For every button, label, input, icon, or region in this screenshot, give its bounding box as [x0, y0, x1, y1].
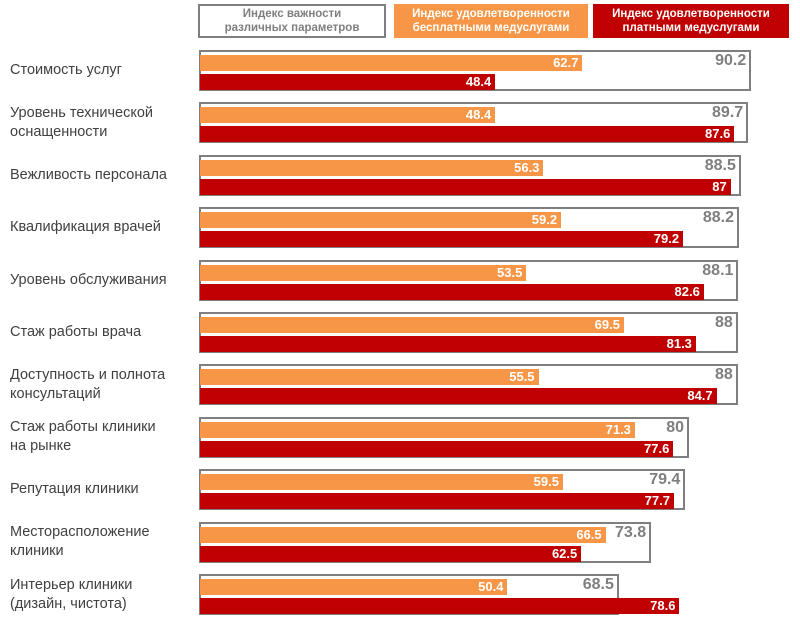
category-label-line: консультаций: [10, 385, 101, 402]
category-label-line: оснащенности: [10, 123, 108, 140]
category-label: Месторасположение клиники: [10, 522, 198, 563]
paid-value-label: 77.7: [644, 493, 670, 509]
free-value-label: 62.7: [553, 55, 579, 70]
importance-value-label: 79.4: [649, 471, 681, 489]
importance-value-label: 90.2: [715, 52, 747, 69]
importance-value-label: 80: [666, 418, 684, 436]
category-label-line: Месторасположение: [10, 524, 150, 541]
paid-value-label: 81.3: [666, 336, 692, 351]
free-value-label: 59.2: [531, 212, 558, 228]
category-label-line: Уровень обслуживания: [10, 271, 167, 288]
category-label: Уровень обслуживания: [10, 260, 198, 301]
legend-paid-line2: платными медуслугами: [622, 22, 760, 34]
legend-free-line1: Индекс удовлетворенности: [412, 8, 570, 20]
free-bar: [200, 107, 496, 124]
category-label-line: Вежливость персонала: [10, 166, 167, 183]
free-value-label: 59.5: [533, 474, 559, 490]
category-label-line: на рынке: [10, 438, 72, 455]
paid-bar: [200, 126, 735, 143]
legend-importance-line1: Индекс важности: [242, 8, 342, 20]
category-label: Уровень технической оснащенности: [10, 102, 198, 143]
legend-importance: Индекс важности различных параметров: [198, 4, 386, 38]
importance-value-label: 88: [715, 366, 733, 384]
paid-bar: [200, 440, 674, 457]
category-label-line: Интерьер клиники: [10, 576, 133, 593]
paid-value-label: 62.5: [551, 545, 578, 561]
category-label-line: Стаж работы клиники: [10, 419, 156, 436]
free-bar: [200, 159, 544, 176]
paid-value-label: 87.6: [705, 126, 731, 142]
paid-bar: [200, 598, 680, 614]
category-label-line: Доступность и полнота: [10, 366, 166, 383]
category-label: Стаж работы врача: [10, 312, 198, 353]
free-bar: [200, 579, 508, 595]
free-bar: [200, 55, 583, 71]
importance-value-label: 89.7: [712, 104, 744, 122]
paid-value-label: 87: [712, 178, 727, 194]
free-bar: [200, 212, 562, 229]
free-bar: [200, 421, 635, 438]
legend-free: Индекс удовлетворенности бесплатными мед…: [394, 4, 588, 38]
free-bar: [200, 369, 539, 386]
category-label: Квалификация врачей: [10, 207, 198, 248]
category-label: Репутация клиники: [10, 469, 198, 510]
paid-value-label: 79.2: [653, 231, 680, 247]
paid-value-label: 78.6: [650, 598, 676, 613]
category-label: Стаж работы клиники на рынке: [10, 417, 198, 458]
free-bar: [200, 526, 606, 543]
legend-paid-line1: Индекс удовлетворенности: [612, 8, 770, 20]
paid-bar: [200, 493, 674, 510]
paid-bar: [200, 74, 496, 90]
free-value-label: 48.4: [465, 107, 492, 123]
legend-paid: Индекс удовлетворенности платными медусл…: [593, 4, 789, 38]
importance-value-label: 88.2: [702, 209, 735, 227]
legend-importance-line2: различных параметров: [224, 22, 360, 34]
free-value-label: 50.4: [478, 579, 504, 594]
category-label-line: Стаж работы врача: [10, 324, 142, 340]
paid-value-label: 48.4: [465, 74, 492, 89]
paid-value-label: 82.6: [674, 283, 700, 299]
free-bar: [200, 474, 563, 491]
category-label-line: клиники: [10, 543, 64, 560]
category-label: Стоимость услуг: [10, 50, 198, 91]
paid-bar: [200, 388, 717, 405]
importance-value-label: 88.1: [702, 261, 734, 279]
importance-value-label: 73.8: [615, 523, 647, 541]
importance-bar: [199, 574, 619, 615]
category-label-line: (дизайн, чистота): [10, 595, 127, 612]
paid-bar: [200, 178, 731, 195]
paid-bar: [200, 336, 696, 352]
free-value-label: 53.5: [497, 264, 523, 280]
importance-bar: [199, 154, 741, 196]
free-bar: [200, 264, 527, 281]
legend-free-line2: бесплатными медуслугами: [412, 22, 570, 34]
importance-value-label: 88.5: [704, 156, 736, 174]
free-value-label: 55.5: [509, 369, 535, 385]
free-value-label: 71.3: [605, 421, 631, 437]
paid-bar: [200, 231, 684, 248]
importance-bar: [199, 364, 738, 406]
free-value-label: 56.3: [514, 159, 540, 175]
free-value-label: 69.5: [594, 317, 620, 332]
free-value-label: 66.5: [576, 526, 602, 542]
paid-bar: [200, 283, 704, 300]
category-label-line: Репутация клиники: [10, 481, 139, 498]
importance-bar: [199, 312, 738, 353]
free-bar: [200, 317, 624, 333]
category-label-line: Квалификация врачей: [10, 219, 161, 236]
paid-value-label: 77.6: [644, 440, 670, 456]
paid-bar: [200, 545, 582, 562]
category-label: Интерьер клиники (дизайн, чистота): [10, 574, 198, 615]
importance-value-label: 68.5: [582, 576, 614, 593]
category-label: Вежливость персонала: [10, 155, 198, 196]
importance-value-label: 88: [715, 314, 733, 331]
category-label: Доступность и полнота консультаций: [10, 364, 198, 405]
category-label-line: Уровень технической: [10, 104, 154, 121]
category-label-line: Стоимость услуг: [10, 62, 122, 78]
paid-value-label: 84.7: [687, 388, 713, 404]
